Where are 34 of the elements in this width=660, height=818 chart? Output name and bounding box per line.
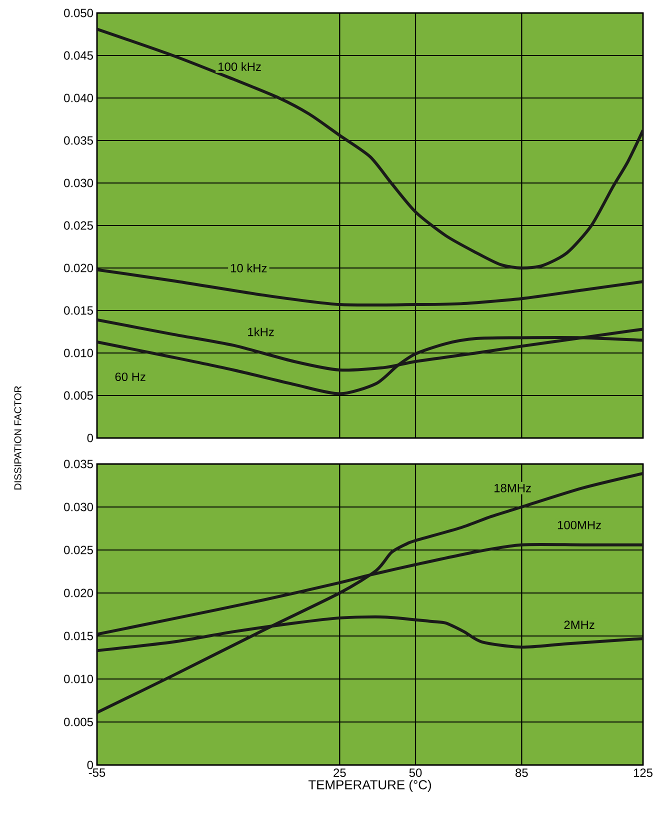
x-tick-label: 50	[409, 768, 422, 777]
y-tick-label: 0.010	[64, 674, 94, 684]
y-tick-label: 0.025	[64, 221, 93, 230]
line-series	[97, 472, 644, 714]
y-tick-label: 0	[87, 760, 94, 770]
y-tick-label: 0.015	[64, 306, 93, 315]
series-label: 100MHz	[558, 520, 601, 530]
y-tick-label: 0.015	[64, 632, 93, 640]
series-label: 60 Hz	[115, 372, 146, 382]
y-tick-label: 0.005	[64, 391, 93, 400]
y-tick-label: 0.030	[64, 502, 94, 512]
y-tick-label: 0.035	[64, 460, 93, 468]
y-tick-label: 0.020	[64, 588, 94, 598]
x-tick-label: 85	[516, 768, 528, 777]
y-tick-label: 0.040	[64, 94, 94, 102]
y-tick-label: 0.050	[64, 8, 94, 18]
series-label: 18MHz	[494, 484, 531, 492]
x-tick-label: 25	[334, 768, 346, 777]
y-tick-label: 0	[87, 434, 94, 442]
series-label: 1kHz	[248, 327, 274, 336]
series-label: 2MHz	[564, 620, 594, 629]
y-tick-label: 0.005	[64, 718, 93, 726]
y-tick-label: 0.020	[64, 264, 94, 272]
y-tick-label: 0.030	[64, 178, 94, 188]
x-axis-title: TEMPERATURE (°C)	[308, 780, 432, 792]
series-label: 10 kHz	[230, 264, 267, 272]
x-tick-label: -55	[88, 768, 106, 777]
y-tick-label: 0.045	[64, 51, 93, 60]
series-label: 100 kHz	[218, 62, 261, 71]
y-tick-label: 0.025	[64, 546, 93, 554]
y-axis-title: DISSIPATION FACTOR	[14, 386, 22, 490]
x-tick-label: 125	[634, 768, 652, 777]
y-tick-label: 0.035	[64, 136, 93, 145]
y-tick-label: 0.010	[64, 348, 94, 358]
